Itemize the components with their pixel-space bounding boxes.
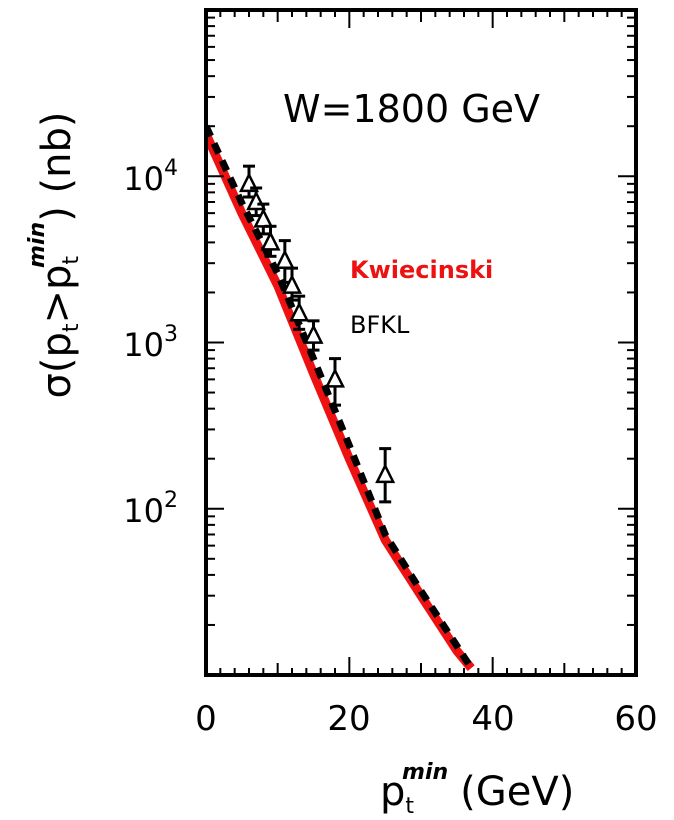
- y-axis-label: σ(pt>ptmin) (nb): [25, 112, 84, 399]
- y-label-suffix: ) (nb): [34, 112, 80, 222]
- y-tick-label: 103: [123, 322, 178, 364]
- y-tick-base: 10: [123, 326, 164, 364]
- x-tick-label: 60: [614, 699, 657, 739]
- data-point: [238, 164, 260, 199]
- triangle-marker: [289, 301, 310, 322]
- y-tick-base: 10: [123, 160, 164, 198]
- triangle-marker: [324, 367, 346, 388]
- series-line-bfkl: [206, 124, 475, 670]
- x-tick-label: 0: [195, 699, 217, 739]
- data-point: [289, 294, 310, 331]
- data-point: [260, 224, 281, 258]
- legend-bfkl: BFKL: [350, 311, 410, 339]
- data-points: [238, 164, 396, 504]
- data-point: [281, 266, 303, 302]
- triangle-marker: [375, 463, 396, 484]
- y-label-mid: >p: [34, 265, 80, 324]
- x-tick-label: 20: [327, 699, 370, 739]
- x-axis-label: pt min (GeV): [380, 760, 574, 819]
- y-tick-base: 10: [123, 492, 164, 530]
- data-point: [253, 202, 274, 236]
- x-tick-label: 40: [471, 699, 514, 739]
- x-tick-labels: 0 20 40 60: [195, 699, 657, 739]
- x-label-sup: min: [402, 760, 448, 785]
- triangle-marker: [303, 323, 324, 344]
- y-label-sub2: t: [59, 256, 84, 265]
- x-label-unit: (GeV): [460, 769, 574, 815]
- data-point: [303, 319, 324, 352]
- triangle-marker: [260, 230, 281, 251]
- plot-content: [206, 124, 475, 671]
- data-point: [375, 447, 396, 504]
- y-tick-label: 102: [123, 488, 178, 530]
- energy-annotation: W=1800 GeV: [283, 87, 540, 131]
- triangle-marker: [274, 249, 295, 270]
- y-tick-exp: 2: [164, 488, 178, 513]
- y-label-sub1: t: [59, 323, 84, 332]
- y-tick-labels: 102 103 104: [123, 156, 178, 530]
- y-tick-exp: 4: [164, 156, 178, 181]
- legend-kwiecinski: Kwiecinski: [350, 256, 493, 284]
- plot-frame: [204, 8, 638, 677]
- x-label-main: p: [380, 769, 405, 815]
- data-point: [274, 239, 295, 284]
- y-tick-label: 104: [123, 156, 178, 198]
- data-point: [324, 357, 346, 407]
- x-label-sub: t: [405, 794, 414, 819]
- triangle-marker: [253, 207, 274, 228]
- triangle-marker: [281, 273, 303, 294]
- y-tick-exp: 3: [164, 322, 178, 347]
- y-label-sup: min: [25, 222, 50, 268]
- y-label-prefix: σ(p: [34, 332, 80, 398]
- triangle-marker: [246, 190, 267, 211]
